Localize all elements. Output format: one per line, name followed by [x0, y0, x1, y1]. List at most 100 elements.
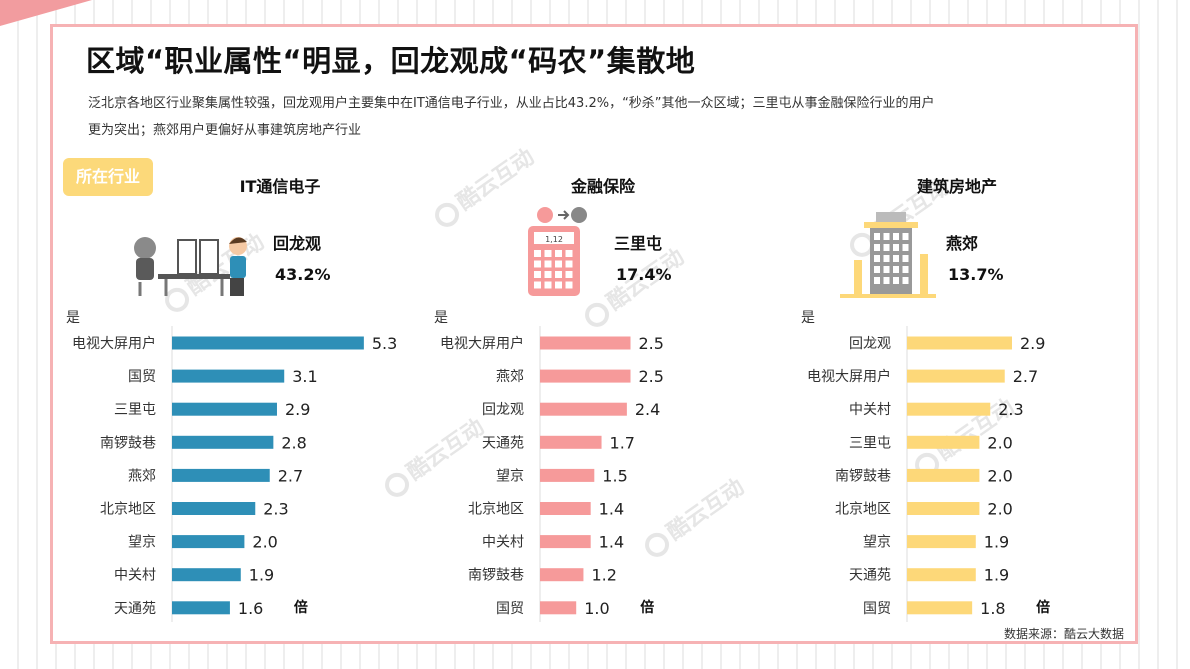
bar [907, 502, 980, 515]
value-label: 1.6 [238, 599, 263, 618]
value-label: 1.9 [249, 566, 274, 585]
bar [172, 369, 285, 383]
bar [540, 502, 591, 515]
bar [172, 601, 230, 615]
value-label: 1.4 [599, 500, 624, 519]
value-label: 5.3 [372, 334, 397, 353]
bar [907, 336, 1012, 350]
category-label: 国贸 [863, 601, 891, 617]
highlight-area-label: 三里屯 [614, 234, 662, 253]
building-crane-icon [840, 212, 936, 298]
category-label: 天通苑 [849, 568, 891, 584]
data-source: 数据来源：酷云大数据 [1003, 627, 1124, 641]
description-line-1: 泛北京各地区行业聚集属性较强，回龙观用户主要集中在IT通信电子行业，从业占比43… [88, 96, 935, 111]
bar [540, 336, 631, 350]
corner-accent [0, 0, 92, 26]
value-label: 2.4 [635, 400, 660, 419]
category-label: 望京 [128, 535, 156, 551]
value-label: 1.7 [610, 433, 635, 452]
bar [172, 535, 245, 549]
chart-title: 金融保险 [570, 177, 636, 196]
bar [540, 402, 627, 416]
category-label: 北京地区 [468, 502, 524, 518]
bar [540, 601, 577, 615]
bar [907, 601, 973, 615]
svg-text:1,12: 1,12 [545, 235, 563, 244]
bar [540, 468, 595, 482]
value-label: 2.7 [278, 466, 303, 485]
robot-and-programmer-icon [134, 237, 247, 296]
bar [907, 568, 976, 582]
unit-label: 倍 [1036, 599, 1050, 616]
unit-label: 倍 [640, 599, 654, 616]
category-label: 南锣鼓巷 [468, 568, 524, 584]
bar [540, 535, 591, 549]
category-label: 电视大屏用户 [440, 335, 524, 352]
value-label: 2.0 [987, 500, 1012, 519]
y-axis-label: 是 [801, 310, 815, 326]
bar [172, 336, 364, 350]
category-label: 北京地区 [100, 502, 156, 518]
category-label: 国贸 [128, 369, 156, 385]
category-label: 电视大屏用户 [807, 368, 891, 385]
value-label: 1.5 [602, 466, 627, 485]
value-label: 2.0 [987, 433, 1012, 452]
bar [172, 435, 274, 449]
description-line-2: 更为突出；燕郊用户更偏好从事建筑房地产行业 [88, 123, 362, 138]
value-label: 2.3 [998, 400, 1023, 419]
category-label: 中关村 [849, 402, 891, 418]
calculator-currency-icon: 1,12 [528, 207, 587, 296]
category-label: 天通苑 [114, 601, 156, 617]
chart-title: IT通信电子 [240, 177, 321, 196]
category-label: 电视大屏用户 [72, 335, 156, 352]
highlight-area-label: 回龙观 [273, 234, 321, 253]
bar [907, 468, 980, 482]
bar [172, 502, 256, 515]
bar [907, 435, 980, 449]
category-label: 燕郊 [128, 467, 156, 484]
category-label: 燕郊 [496, 368, 524, 385]
value-label: 1.8 [980, 599, 1005, 618]
value-label: 1.9 [984, 533, 1009, 552]
value-label: 2.3 [263, 500, 288, 519]
unit-label: 倍 [294, 599, 308, 616]
category-label: 天通苑 [482, 435, 524, 451]
highlight-percent: 13.7% [948, 265, 1004, 284]
bar [907, 535, 976, 549]
category-label: 三里屯 [849, 435, 891, 451]
value-label: 2.5 [639, 367, 664, 386]
value-label: 2.9 [285, 400, 310, 419]
bar [172, 468, 270, 482]
value-label: 3.1 [292, 367, 317, 386]
value-label: 2.0 [252, 533, 277, 552]
bar [540, 568, 584, 582]
bar [907, 402, 991, 416]
page-title: 区域“职业属性“明显，回龙观成“码农”集散地 [86, 44, 696, 78]
category-label: 中关村 [114, 568, 156, 584]
bar [172, 402, 277, 416]
value-label: 2.0 [987, 466, 1012, 485]
value-label: 2.7 [1013, 367, 1038, 386]
highlight-percent: 43.2% [275, 265, 331, 284]
y-axis-label: 是 [66, 310, 80, 326]
category-label: 中关村 [482, 535, 524, 551]
value-label: 1.9 [984, 566, 1009, 585]
chart-title: 建筑房地产 [917, 177, 997, 196]
description: 泛北京各地区行业聚集属性较强，回龙观用户主要集中在IT通信电子行业，从业占比43… [88, 90, 1098, 144]
bar [540, 369, 631, 383]
bar [907, 369, 1005, 383]
category-label: 望京 [863, 535, 891, 551]
highlight-percent: 17.4% [616, 265, 672, 284]
category-label: 南锣鼓巷 [835, 468, 891, 484]
y-axis-label: 是 [434, 310, 448, 326]
category-label: 回龙观 [849, 336, 891, 352]
category-label: 回龙观 [482, 402, 524, 418]
industry-tag: 所在行业 [63, 158, 153, 196]
value-label: 1.4 [599, 533, 624, 552]
value-label: 2.5 [639, 334, 664, 353]
category-label: 三里屯 [114, 402, 156, 418]
